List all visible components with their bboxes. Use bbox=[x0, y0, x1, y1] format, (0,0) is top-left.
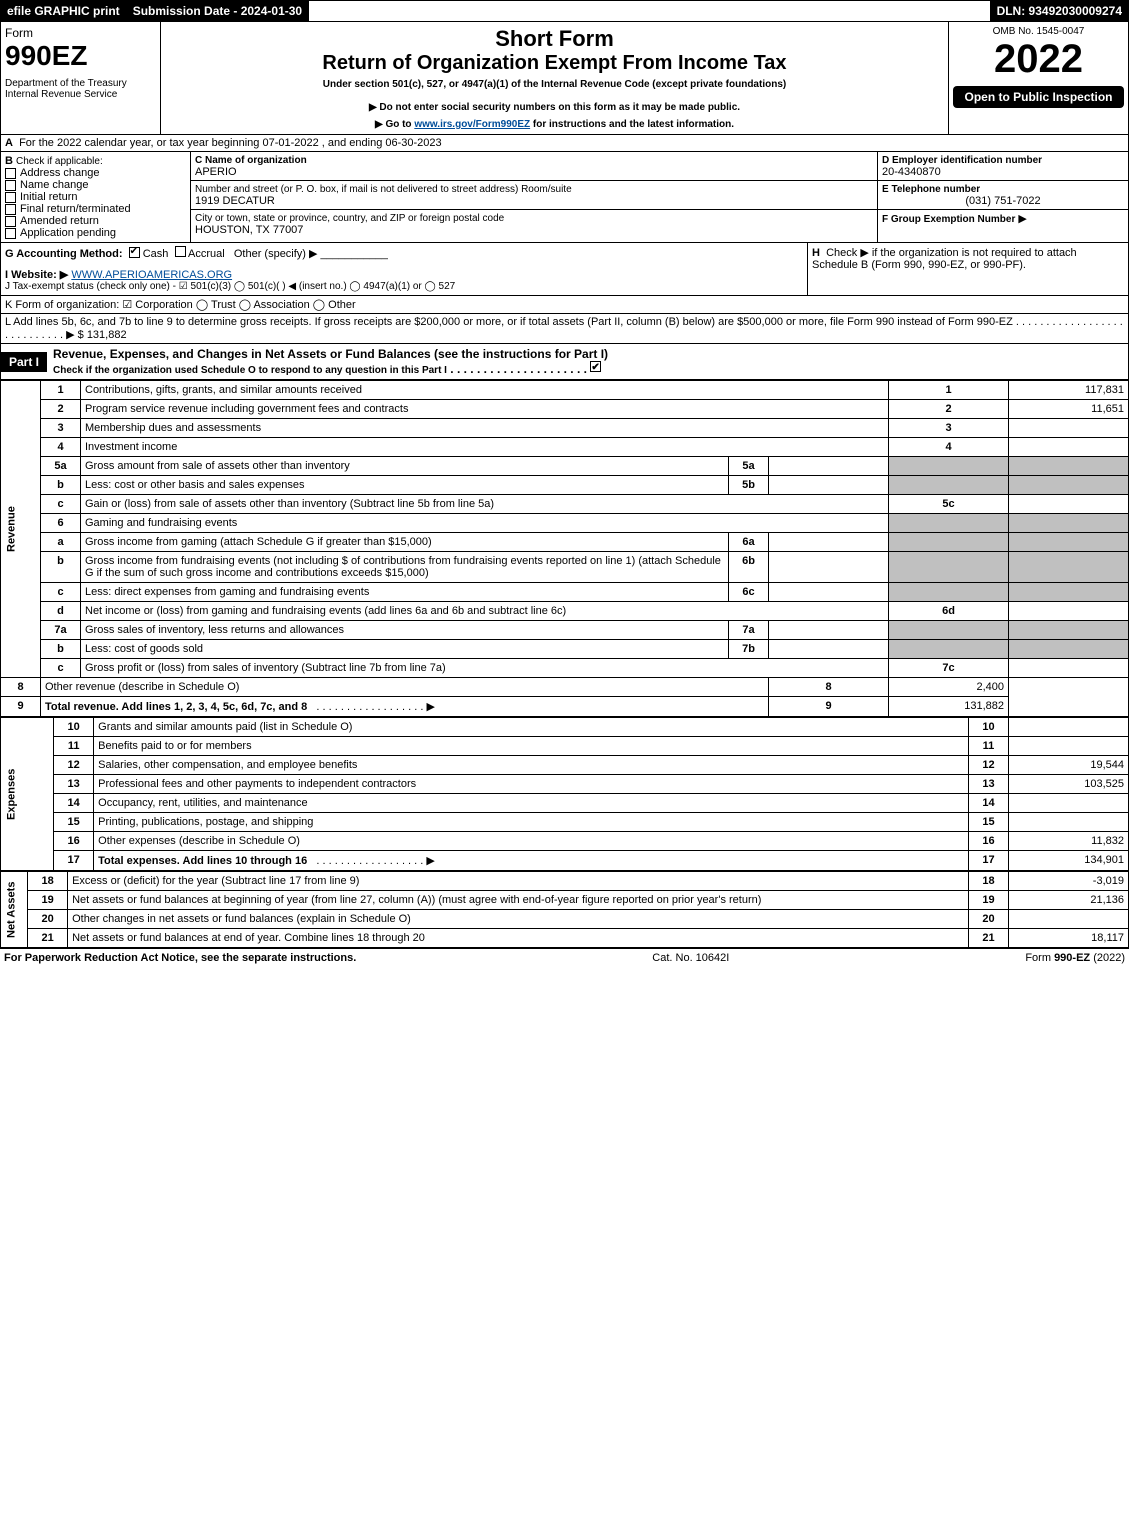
g-accounting: G Accounting Method: Cash Accrual Other … bbox=[5, 246, 803, 260]
form-990ez: 990EZ bbox=[5, 40, 156, 72]
line-row: 3Membership dues and assessments3 bbox=[1, 419, 1129, 438]
org-city: HOUSTON, TX 77007 bbox=[195, 224, 303, 236]
line-row: 6Gaming and fundraising events bbox=[1, 514, 1129, 533]
line-row: 21Net assets or fund balances at end of … bbox=[1, 929, 1129, 948]
netassets-table: Net Assets 18Excess or (deficit) for the… bbox=[0, 871, 1129, 948]
irs-link[interactable]: www.irs.gov/Form990EZ bbox=[414, 119, 530, 130]
dept-treasury: Department of the Treasury bbox=[5, 78, 156, 89]
line-row: bLess: cost or other basis and sales exp… bbox=[1, 476, 1129, 495]
note-goto: ▶ Go to www.irs.gov/Form990EZ for instru… bbox=[165, 119, 944, 130]
phone: (031) 751-7022 bbox=[882, 195, 1124, 207]
footer-left: For Paperwork Reduction Act Notice, see … bbox=[4, 952, 356, 964]
c-name-label: C Name of organization bbox=[195, 155, 307, 166]
line-row: 7aGross sales of inventory, less returns… bbox=[1, 621, 1129, 640]
line-row: 15Printing, publications, postage, and s… bbox=[1, 813, 1129, 832]
form-word: Form bbox=[5, 26, 156, 40]
schedule-o-checkbox[interactable] bbox=[590, 361, 601, 372]
line-row: 14Occupancy, rent, utilities, and mainte… bbox=[1, 794, 1129, 813]
line-row: 11Benefits paid to or for members11 bbox=[1, 737, 1129, 756]
submission-date: Submission Date - 2024-01-30 bbox=[127, 1, 309, 21]
line-row: 19Net assets or fund balances at beginni… bbox=[1, 891, 1129, 910]
revenue-table: Revenue 1Contributions, gifts, grants, a… bbox=[0, 380, 1129, 717]
dln: DLN: 93492030009274 bbox=[991, 1, 1128, 21]
line-row: 1Contributions, gifts, grants, and simil… bbox=[1, 381, 1129, 400]
line-row: 2Program service revenue including gover… bbox=[1, 400, 1129, 419]
b-label: Check if applicable: bbox=[16, 156, 103, 167]
line-row: bGross income from fundraising events (n… bbox=[1, 552, 1129, 583]
line-row: 5aGross amount from sale of assets other… bbox=[1, 457, 1129, 476]
revenue-sidelabel: Revenue bbox=[1, 381, 41, 678]
line-row: 4Investment income4 bbox=[1, 438, 1129, 457]
f-groupex-label: F Group Exemption Number bbox=[882, 214, 1015, 225]
line-row: 10Grants and similar amounts paid (list … bbox=[1, 718, 1129, 737]
section-bcde: B Check if applicable: Address change Na… bbox=[0, 152, 1129, 243]
form-header: Form 990EZ Department of the Treasury In… bbox=[0, 22, 1129, 135]
accrual-checkbox[interactable] bbox=[175, 246, 186, 257]
expenses-sidelabel: Expenses bbox=[1, 718, 54, 871]
note-ssn: ▶ Do not enter social security numbers o… bbox=[165, 102, 944, 113]
title-return: Return of Organization Exempt From Incom… bbox=[165, 52, 944, 75]
line-row: 12Salaries, other compensation, and empl… bbox=[1, 756, 1129, 775]
part1-header: Part I Revenue, Expenses, and Changes in… bbox=[0, 344, 1129, 380]
line-row: bLess: cost of goods sold7b bbox=[1, 640, 1129, 659]
line-row: 8Other revenue (describe in Schedule O)8… bbox=[1, 678, 1129, 697]
b-option[interactable]: Amended return bbox=[5, 215, 186, 227]
l-gross-receipts: L Add lines 5b, 6c, and 7b to line 9 to … bbox=[0, 314, 1129, 344]
irs-label: Internal Revenue Service bbox=[5, 89, 156, 100]
ein: 20-4340870 bbox=[882, 166, 941, 178]
omb-no: OMB No. 1545-0047 bbox=[953, 26, 1124, 37]
c-addr-label: Number and street (or P. O. box, if mail… bbox=[195, 184, 572, 195]
top-header: efile GRAPHIC print Submission Date - 20… bbox=[0, 0, 1129, 22]
subtitle: Under section 501(c), 527, or 4947(a)(1)… bbox=[165, 79, 944, 90]
b-option[interactable]: Address change bbox=[5, 167, 186, 179]
website-link[interactable]: WWW.APERIOAMERICAS.ORG bbox=[71, 269, 232, 281]
k-form-org: K Form of organization: ☑ Corporation ◯ … bbox=[0, 296, 1129, 314]
h-check: H Check ▶ if the organization is not req… bbox=[812, 246, 1124, 271]
cash-checkbox[interactable] bbox=[129, 247, 140, 258]
open-public: Open to Public Inspection bbox=[953, 86, 1124, 108]
i-website: I Website: ▶ WWW.APERIOAMERICAS.ORG bbox=[5, 268, 803, 281]
b-option[interactable]: Initial return bbox=[5, 191, 186, 203]
b-option[interactable]: Final return/terminated bbox=[5, 203, 186, 215]
line-row: cLess: direct expenses from gaming and f… bbox=[1, 583, 1129, 602]
line-row: 13Professional fees and other payments t… bbox=[1, 775, 1129, 794]
line-row: 18Excess or (deficit) for the year (Subt… bbox=[1, 872, 1129, 891]
d-ein-label: D Employer identification number bbox=[882, 155, 1042, 166]
netassets-sidelabel: Net Assets bbox=[1, 872, 28, 948]
line-row: 17Total expenses. Add lines 10 through 1… bbox=[1, 851, 1129, 871]
section-gh: G Accounting Method: Cash Accrual Other … bbox=[0, 243, 1129, 296]
tax-year: 2022 bbox=[953, 37, 1124, 82]
expenses-table: Expenses 10Grants and similar amounts pa… bbox=[0, 717, 1129, 871]
line-row: cGain or (loss) from sale of assets othe… bbox=[1, 495, 1129, 514]
e-phone-label: E Telephone number bbox=[882, 184, 980, 195]
b-option[interactable]: Name change bbox=[5, 179, 186, 191]
c-city-label: City or town, state or province, country… bbox=[195, 213, 504, 224]
page-footer: For Paperwork Reduction Act Notice, see … bbox=[0, 948, 1129, 967]
line-row: dNet income or (loss) from gaming and fu… bbox=[1, 602, 1129, 621]
footer-mid: Cat. No. 10642I bbox=[652, 952, 729, 964]
efile-print[interactable]: efile GRAPHIC print bbox=[1, 1, 127, 21]
arrow-icon: ▶ bbox=[1018, 213, 1026, 225]
line-row: 9Total revenue. Add lines 1, 2, 3, 4, 5c… bbox=[1, 697, 1129, 717]
j-tax-exempt: J Tax-exempt status (check only one) - ☑… bbox=[5, 281, 803, 292]
footer-right: Form 990-EZ (2022) bbox=[1025, 952, 1125, 964]
line-a: A For the 2022 calendar year, or tax yea… bbox=[0, 135, 1129, 152]
b-option[interactable]: Application pending bbox=[5, 227, 186, 239]
line-row: aGross income from gaming (attach Schedu… bbox=[1, 533, 1129, 552]
org-name: APERIO bbox=[195, 166, 237, 178]
org-addr: 1919 DECATUR bbox=[195, 195, 275, 207]
line-row: 16Other expenses (describe in Schedule O… bbox=[1, 832, 1129, 851]
title-short-form: Short Form bbox=[165, 26, 944, 52]
line-row: 20Other changes in net assets or fund ba… bbox=[1, 910, 1129, 929]
line-row: cGross profit or (loss) from sales of in… bbox=[1, 659, 1129, 678]
